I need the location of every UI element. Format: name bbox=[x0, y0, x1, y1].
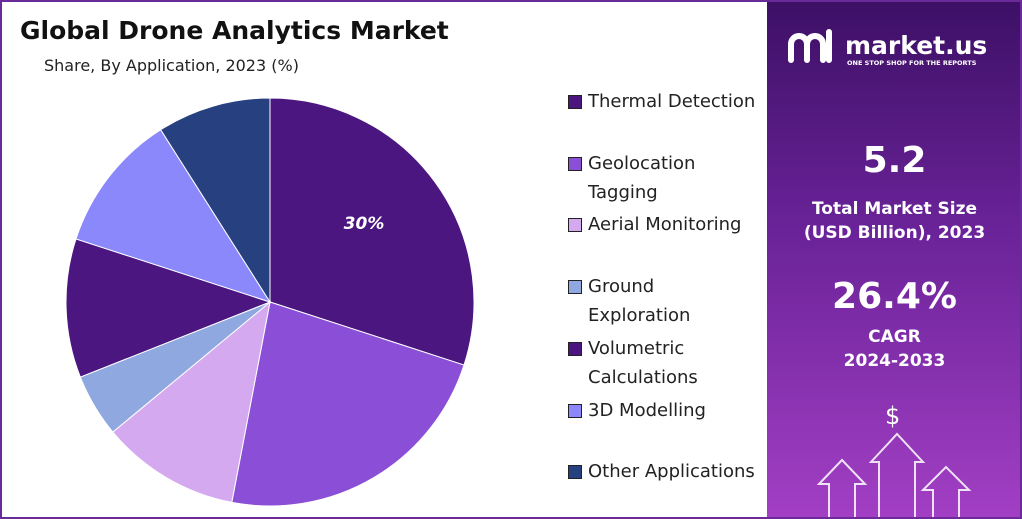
legend-item: Volumetric Calculations bbox=[568, 334, 758, 392]
tagline: ONE STOP SHOP FOR THE REPORTS bbox=[847, 59, 977, 67]
legend-item: Aerial Monitoring bbox=[568, 210, 758, 239]
legend-item: Geolocation Tagging bbox=[568, 149, 758, 207]
legend-swatch bbox=[568, 465, 582, 480]
pie-slice bbox=[65, 238, 272, 378]
legend-label: Aerial Monitoring bbox=[588, 214, 742, 236]
chart-area: Global Drone Analytics Market Share, By … bbox=[2, 2, 767, 517]
arrows bbox=[816, 432, 972, 517]
cagr-label: CAGR bbox=[868, 327, 921, 347]
side-panel: market.us ONE STOP SHOP FOR THE REPORTS … bbox=[767, 2, 1020, 517]
logo: market.us ONE STOP SHOP FOR THE REPORTS bbox=[788, 29, 987, 67]
legend-swatch bbox=[568, 341, 582, 356]
pie-slice bbox=[160, 97, 271, 304]
legend-label: Geolocation Tagging bbox=[588, 152, 696, 203]
legend-label: Thermal Detection bbox=[588, 91, 756, 112]
cagr-period: 2024-2033 bbox=[843, 351, 946, 371]
pie-slice bbox=[269, 97, 475, 366]
pie-slice bbox=[231, 301, 465, 507]
legend-swatch bbox=[568, 156, 582, 171]
pie-chart: 30% bbox=[65, 97, 475, 507]
legend-label: Ground Exploration bbox=[588, 276, 691, 327]
brand: market.us bbox=[845, 31, 987, 60]
market-size-unit: (USD Billion), 2023 bbox=[803, 223, 986, 243]
legend-label: Volumetric Calculations bbox=[588, 337, 698, 388]
legend-item: Ground Exploration bbox=[568, 272, 758, 330]
legend-swatch bbox=[568, 95, 582, 109]
pie-slice bbox=[75, 129, 272, 303]
market-size: 5.2 bbox=[862, 140, 927, 181]
data-label: 30% bbox=[344, 214, 385, 234]
chart-title: Global Drone Analytics Market bbox=[20, 16, 449, 45]
legend-swatch bbox=[568, 218, 582, 233]
legend-label: 3D Modelling bbox=[588, 399, 706, 421]
legend-swatch bbox=[568, 280, 582, 295]
legend-item: Other Applications bbox=[568, 457, 758, 486]
market-size-label: Total Market Size bbox=[811, 199, 978, 219]
dollar-icon: $ bbox=[885, 402, 901, 430]
legend-item: Thermal Detection bbox=[568, 87, 758, 116]
legend-swatch bbox=[568, 403, 582, 418]
cagr-value: 26.4% bbox=[832, 276, 957, 317]
legend-item: 3D Modelling bbox=[568, 396, 758, 425]
pie-slice bbox=[112, 300, 271, 503]
chart-subtitle: Share, By Application, 2023 (%) bbox=[44, 56, 299, 75]
legend-label: Other Applications bbox=[588, 461, 755, 483]
logo-icon bbox=[788, 29, 832, 63]
